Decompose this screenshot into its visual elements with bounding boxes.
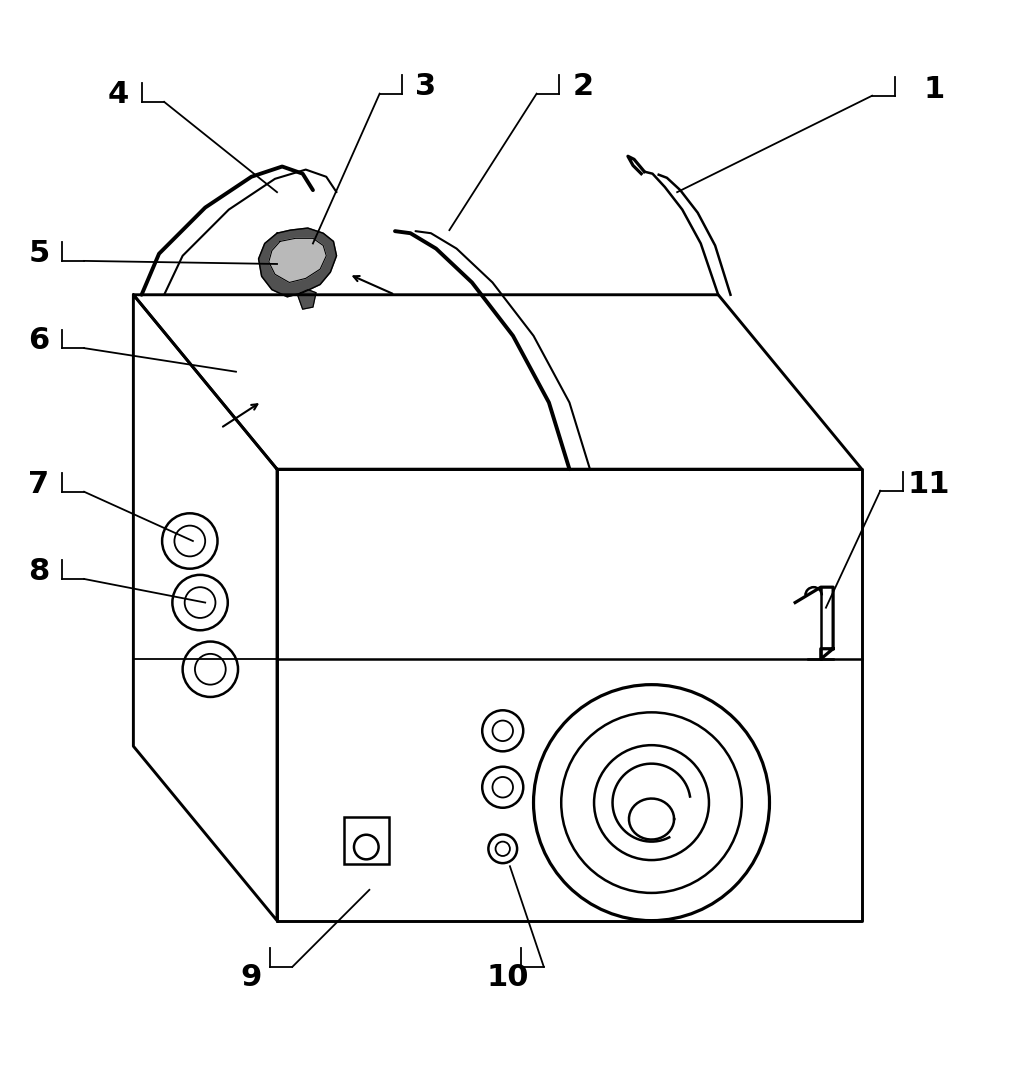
Text: 7: 7 [29,470,49,499]
Text: 2: 2 [573,72,593,101]
Text: 1: 1 [923,75,944,104]
Text: 5: 5 [29,239,49,268]
Text: 4: 4 [108,80,128,109]
Text: 10: 10 [486,963,529,991]
Text: 3: 3 [416,72,436,101]
Polygon shape [298,290,316,309]
Text: 6: 6 [29,327,49,355]
Bar [344,817,389,865]
Text: 9: 9 [241,963,262,991]
Polygon shape [269,238,326,282]
Text: 11: 11 [907,470,950,499]
Polygon shape [259,228,337,296]
Text: 8: 8 [29,557,49,586]
